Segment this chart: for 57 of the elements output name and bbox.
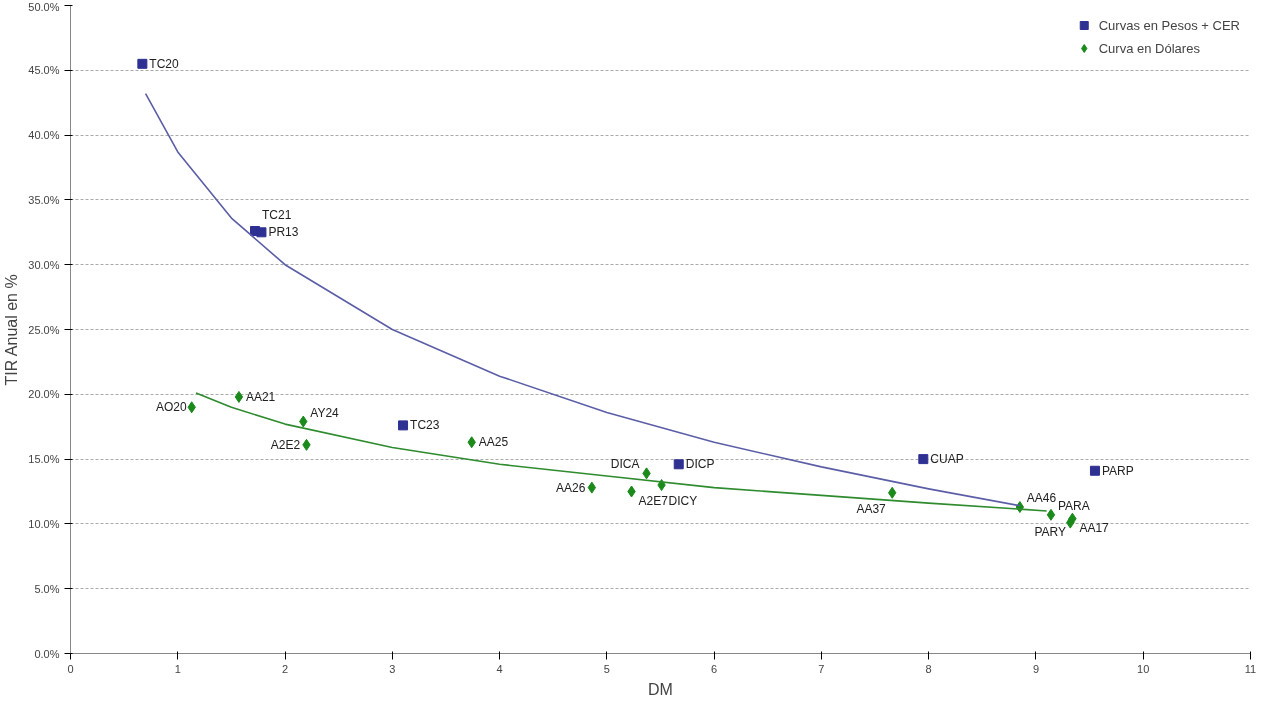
x-tick-label: 4 bbox=[496, 662, 503, 675]
y-tick-label: 30.0% bbox=[28, 258, 60, 271]
x-tick-label: 2 bbox=[281, 662, 289, 675]
x-tick-label: 3 bbox=[389, 662, 396, 675]
legend-label: Curva en Dólares bbox=[1098, 40, 1200, 56]
y-tick-label: 35.0% bbox=[28, 193, 60, 206]
y-tick-label: 50.0% bbox=[28, 0, 60, 13]
data-label: AA25 bbox=[478, 435, 509, 450]
point bbox=[234, 390, 244, 403]
x-axis-title: DM bbox=[648, 680, 673, 698]
point bbox=[587, 481, 597, 494]
y-tick-label: 45.0% bbox=[28, 64, 60, 77]
x-tick-label: 10 bbox=[1137, 662, 1150, 675]
x-tick-label: 1 bbox=[174, 662, 181, 675]
y-tick-label: 10.0% bbox=[28, 517, 60, 530]
data-label: AO20 bbox=[155, 400, 187, 415]
point bbox=[1089, 465, 1100, 476]
y-tick-label: 25.0% bbox=[28, 323, 60, 336]
point bbox=[256, 227, 267, 238]
data-label: TC20 bbox=[149, 56, 180, 71]
x-tick-label: 0 bbox=[67, 662, 74, 675]
data-label: AA21 bbox=[245, 389, 276, 404]
y-tick-label: 20.0% bbox=[28, 388, 60, 401]
data-label: A2E7 bbox=[638, 493, 669, 508]
legend-label: Curvas en Pesos + CER bbox=[1098, 17, 1240, 33]
point bbox=[398, 420, 409, 431]
data-label: DICY bbox=[668, 494, 698, 509]
data-label: TC23 bbox=[410, 418, 440, 433]
y-tick-label: 15.0% bbox=[28, 453, 60, 466]
y-tick-label: 0.0% bbox=[34, 647, 60, 660]
point bbox=[1046, 508, 1056, 521]
data-label: DICP bbox=[685, 457, 715, 472]
data-label: AA37 bbox=[856, 501, 887, 516]
point bbox=[918, 454, 929, 465]
x-tick-label: 11 bbox=[1244, 662, 1257, 675]
y-axis-title: TIR Anual en % bbox=[3, 274, 21, 386]
data-label: PARA bbox=[1057, 498, 1090, 513]
x-tick-label: 9 bbox=[1032, 662, 1040, 675]
x-tick-label: 5 bbox=[603, 662, 610, 675]
data-label: A2E2 bbox=[270, 437, 301, 452]
data-label: DICA bbox=[610, 457, 640, 472]
data-label: TC21 bbox=[262, 208, 292, 222]
point bbox=[673, 459, 684, 470]
data-label: CUAP bbox=[930, 452, 964, 467]
y-tick-label: 5.0% bbox=[34, 582, 60, 595]
x-tick-label: 6 bbox=[711, 662, 718, 675]
data-label: PR13 bbox=[268, 225, 299, 240]
data-label: PARP bbox=[1101, 463, 1134, 478]
point bbox=[137, 58, 148, 69]
y-tick-label: 40.0% bbox=[28, 129, 60, 142]
data-label: AA17 bbox=[1079, 520, 1110, 535]
x-tick-label: 8 bbox=[925, 662, 932, 675]
data-label: PARY bbox=[1034, 524, 1067, 539]
x-tick-label: 7 bbox=[818, 662, 825, 675]
data-label: AY24 bbox=[310, 405, 340, 420]
data-label: AA26 bbox=[556, 480, 586, 495]
data-label: AA46 bbox=[1026, 491, 1057, 506]
